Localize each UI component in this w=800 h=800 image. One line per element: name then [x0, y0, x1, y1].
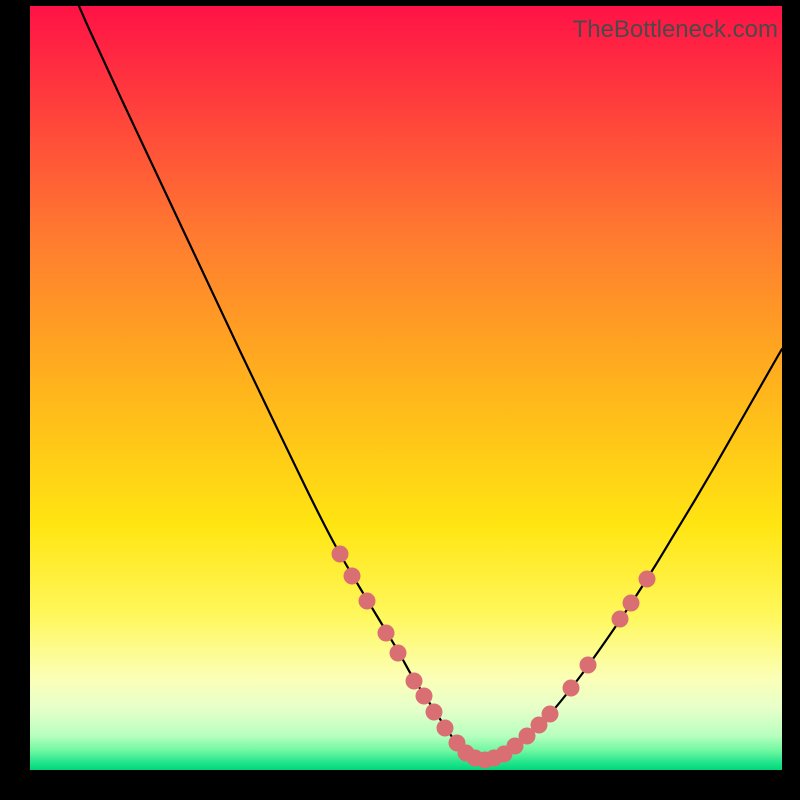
curve-marker [437, 720, 454, 737]
curve-marker [332, 546, 349, 563]
curve-marker [563, 679, 580, 696]
plot-area: TheBottleneck.com [30, 6, 782, 770]
curve-marker [378, 625, 395, 642]
curve-marker [542, 705, 559, 722]
curve-marker [390, 645, 407, 662]
curve-marker [426, 704, 443, 721]
curve-marker [344, 568, 361, 585]
curve-marker [359, 593, 376, 610]
curve-marker [623, 595, 640, 612]
curve-marker [416, 688, 433, 705]
curve-marker [639, 571, 656, 588]
chart-frame: TheBottleneck.com [0, 0, 800, 800]
curve-path [79, 6, 782, 760]
curve-marker [612, 611, 629, 628]
curve-marker [406, 673, 423, 690]
curve-marker [580, 657, 597, 674]
